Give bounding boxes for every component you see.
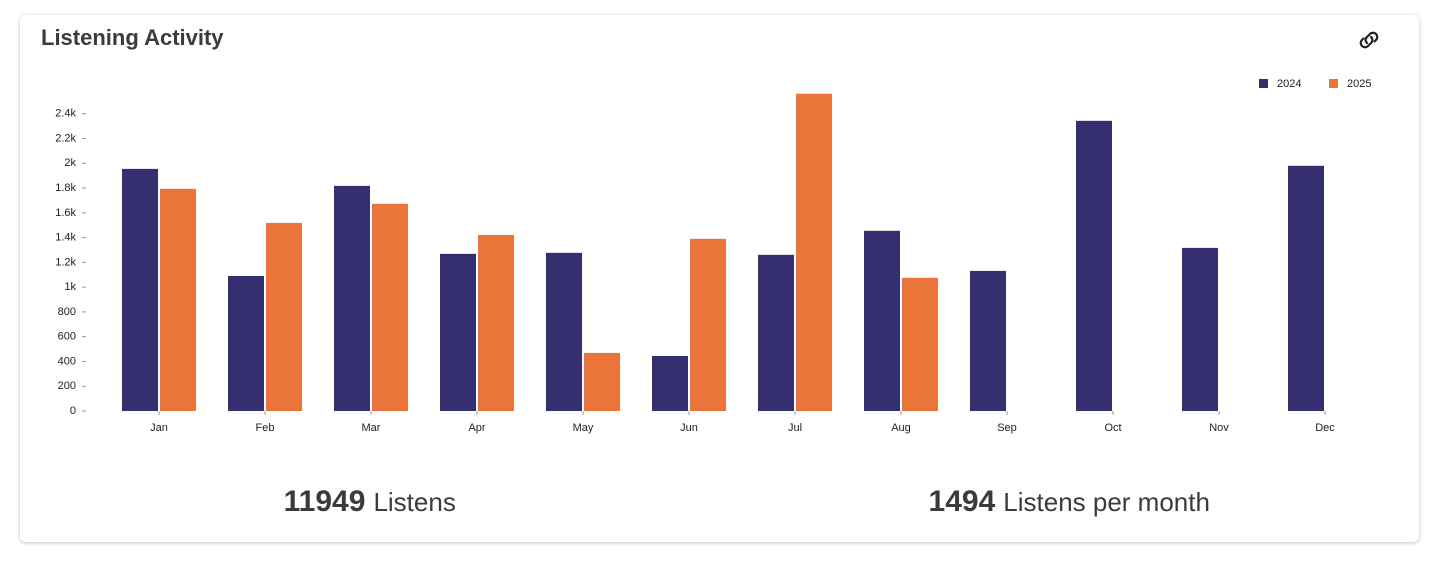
y-tick-label: 2k — [64, 157, 76, 169]
bar — [122, 168, 158, 411]
legend-swatch — [1259, 79, 1268, 88]
stat-label: Listens — [373, 487, 456, 517]
stat: 1494 Listens per month — [720, 485, 1420, 519]
bar — [796, 93, 832, 412]
bar — [1076, 120, 1112, 411]
bar — [228, 276, 264, 411]
x-tick-label: Jul — [788, 422, 802, 434]
x-tick-label: Jun — [680, 422, 698, 434]
stats: 11949 Listens 1494 Listens per month — [20, 485, 1419, 519]
x-tick-label: Dec — [1315, 422, 1335, 434]
stat-label: Listens per month — [1003, 487, 1210, 517]
x-tick-label: Jan — [150, 422, 168, 434]
y-tick-label: 1k — [64, 281, 76, 293]
x-tick-label: Feb — [256, 422, 275, 434]
bar — [440, 253, 476, 411]
y-tick-label: 1.4k — [55, 232, 76, 244]
bar — [372, 203, 408, 411]
bar — [690, 238, 726, 411]
y-tick-label: 600 — [58, 331, 76, 343]
y-tick-label: 1.8k — [55, 182, 76, 194]
bar — [334, 185, 370, 411]
bar — [160, 188, 196, 411]
y-tick-label: 200 — [58, 380, 76, 392]
x-tick-label: Sep — [997, 422, 1017, 434]
bar — [1288, 165, 1324, 411]
y-tick-label: 2.2k — [55, 132, 76, 144]
y-tick-label: 0 — [70, 405, 76, 417]
bar — [584, 352, 620, 411]
stat-value: 11949 — [283, 485, 366, 518]
bar — [902, 277, 938, 411]
x-tick-label: Apr — [468, 422, 485, 434]
link-icon[interactable] — [1359, 31, 1379, 49]
x-tick-label: Mar — [362, 422, 381, 434]
bar — [864, 230, 900, 411]
chart: 0 200 400 600 800 1k 1.2k 1.4k 1.6k 1.8k 2k 2.2k 2.4… — [55, 31, 1379, 434]
legend-swatch — [1329, 79, 1338, 88]
x-tick-label: Nov — [1209, 422, 1229, 434]
legend-label: 2024 — [1277, 78, 1301, 90]
y-tick-label: 800 — [58, 306, 76, 318]
card: Listening Activity 0 200 400 600 800 1k 1.2k 1.… — [20, 15, 1419, 542]
bar — [970, 270, 1006, 411]
bar — [266, 222, 302, 411]
bar — [1182, 247, 1218, 411]
stat: 11949 Listens — [20, 485, 720, 519]
bar — [758, 254, 794, 411]
legend-label: 2025 — [1347, 78, 1371, 90]
y-tick-label: 1.6k — [55, 207, 76, 219]
bar — [652, 356, 688, 411]
card-title: Listening Activity — [41, 25, 224, 50]
x-tick-label: Aug — [891, 422, 911, 434]
y-tick-label: 1.2k — [55, 256, 76, 268]
stat-value: 1494 — [928, 485, 996, 518]
y-tick-label: 400 — [58, 355, 76, 367]
x-tick-label: Oct — [1104, 422, 1121, 434]
bar — [478, 234, 514, 411]
x-tick-label: May — [573, 422, 594, 434]
bar — [546, 252, 582, 411]
y-tick-label: 2.4k — [55, 108, 76, 120]
